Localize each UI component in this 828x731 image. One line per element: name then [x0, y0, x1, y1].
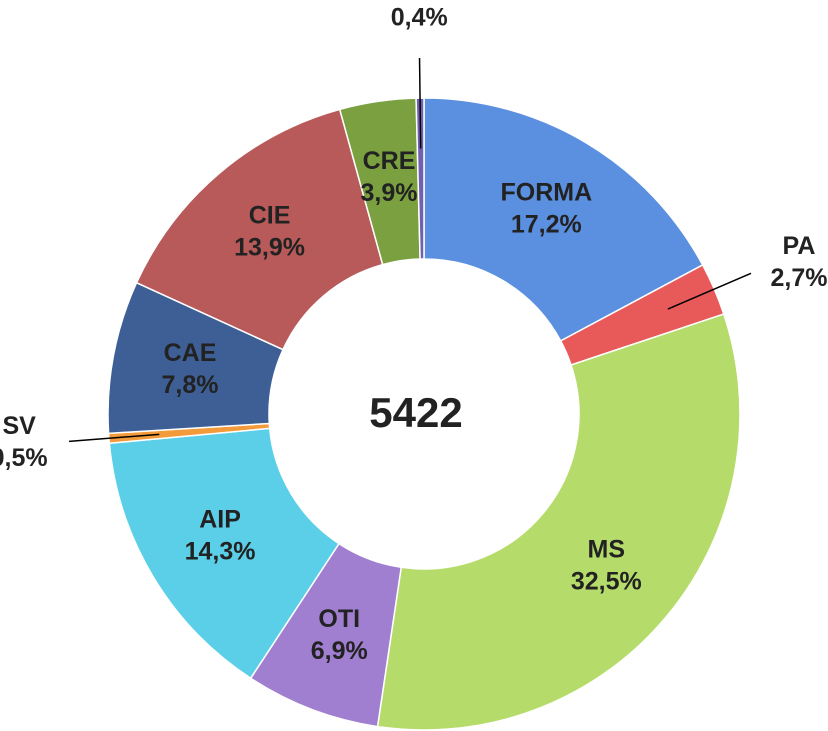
- slice-label: FORMA: [500, 178, 592, 206]
- slice-value-label: 3,9%: [361, 179, 418, 207]
- slice-label: MS: [588, 536, 626, 564]
- slice-value-label: 0,5%: [0, 444, 48, 472]
- slice-value-label: 14,3%: [185, 537, 256, 565]
- leader-line: [68, 433, 160, 443]
- slice-label: CAE: [164, 339, 217, 367]
- slice: [415, 97, 425, 260]
- slice-label: AIP: [199, 505, 241, 533]
- slice: [135, 108, 384, 351]
- slice-value-label: 0,4%: [391, 4, 448, 32]
- slice: [376, 313, 741, 731]
- slice-value-label: 17,2%: [511, 210, 582, 238]
- slice-value-label: 7,8%: [162, 371, 219, 399]
- slice: [108, 427, 341, 680]
- leader-line: [667, 272, 752, 310]
- slice: [423, 97, 704, 342]
- leader-line: [418, 58, 422, 149]
- slice-value-label: 6,9%: [311, 637, 368, 665]
- slice-label: PA: [783, 232, 816, 260]
- slice-label: CRE: [363, 147, 416, 175]
- slice-label: SV: [2, 412, 36, 440]
- slice-value-label: 2,7%: [770, 264, 827, 292]
- slice-value-label: 32,5%: [571, 568, 642, 596]
- slice-label: OTI: [318, 605, 360, 633]
- center-total: 5422: [369, 389, 462, 436]
- slice-label: CIE: [249, 202, 291, 230]
- slice-value-label: 13,9%: [234, 234, 305, 262]
